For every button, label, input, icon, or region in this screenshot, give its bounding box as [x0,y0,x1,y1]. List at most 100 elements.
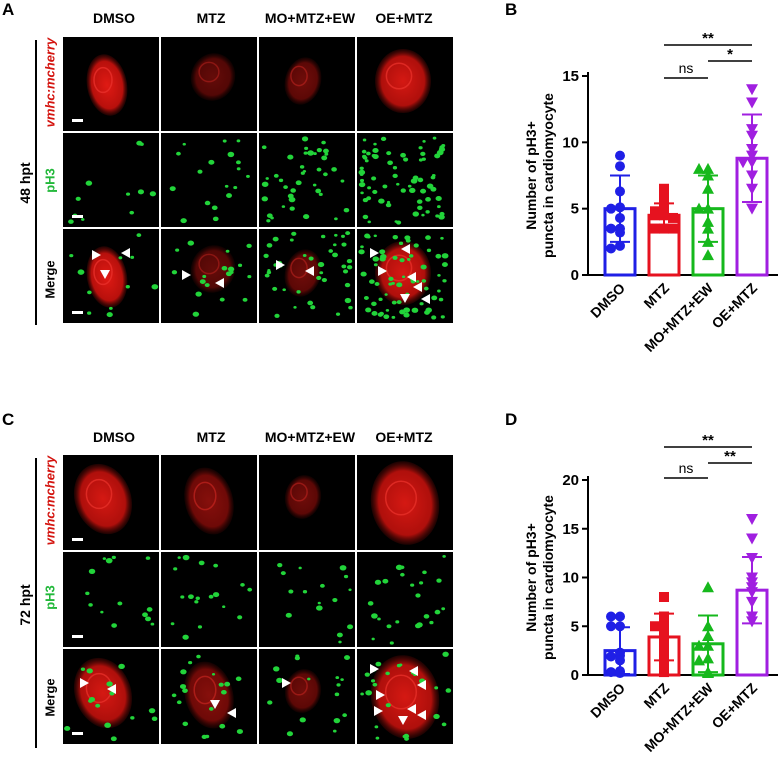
ph3-nucleus [403,312,410,318]
arrowhead-marker [121,248,130,258]
col-label-dmso-c: DMSO [93,429,135,445]
data-point [702,620,714,632]
ph3-nucleus [265,177,269,180]
data-point [702,667,714,679]
ph3-nucleus [324,152,329,156]
data-point [702,169,714,181]
y-tick-label: 15 [562,521,579,538]
ph3-nucleus [267,700,273,705]
ph3-nucleus [438,146,446,152]
panel-letter-c: C [2,410,15,429]
heart-signal [375,49,431,113]
ph3-nucleus [426,248,432,253]
ph3-nucleus [372,682,378,687]
ph3-nucleus [170,622,175,626]
ph3-nucleus [118,256,123,260]
data-point [693,162,705,174]
micrograph-merge-1 [161,649,257,744]
data-point [746,587,758,599]
data-point [615,150,625,161]
ph3-nucleus [398,241,404,246]
ph3-nucleus [342,269,349,274]
ph3-nucleus [340,678,344,682]
data-point [746,150,758,162]
ph3-nucleus [75,196,81,201]
ph3-nucleus [106,312,113,318]
micrograph-vmhc-0 [63,37,159,131]
ph3-nucleus [224,681,231,687]
ph3-nucleus [418,146,423,150]
ph3-nucleus [360,692,364,696]
heart-chamber [193,481,217,511]
ph3-nucleus [151,716,158,721]
arrowhead-marker [378,266,387,276]
ph3-nucleus [197,625,203,629]
heart-signal [284,669,322,713]
heart-signal [184,467,234,535]
data-point [702,162,714,174]
ph3-nucleus [379,249,386,255]
row-label-vmhc: vmhc:mcherry [42,37,58,128]
significance-label: ** [724,448,736,465]
data-point [659,203,669,214]
ph3-nucleus [441,607,446,611]
ph3-nucleus [362,197,369,203]
micrograph-vmhc-3 [357,37,453,131]
col-label-oe-mtz-c: OE+MTZ [375,429,433,445]
ph3-nucleus [396,282,403,288]
data-point [615,240,625,251]
ph3-nucleus [372,256,380,262]
ph3-nucleus [95,703,101,708]
ph3-nucleus [394,220,398,223]
x-tick-label: OE+MTZ [708,679,760,731]
ph3-nucleus [222,139,227,143]
ph3-nucleus [136,140,143,146]
data-point [606,611,616,622]
ph3-nucleus [291,231,297,236]
ph3-nucleus [332,729,337,733]
col-label-mtz-c: MTZ [196,429,226,445]
ph3-nucleus [105,557,113,564]
ph3-nucleus [199,279,206,284]
panel-letter-b: B [505,0,518,19]
ph3-nucleus [313,152,317,156]
ph3-nucleus [320,234,326,239]
arrowhead-marker [92,250,101,260]
ph3-nucleus [362,138,367,142]
ph3-nucleus [421,279,427,283]
ph3-nucleus [334,217,338,221]
heart-chamber [93,66,113,94]
ph3-nucleus [424,310,430,315]
ph3-nucleus [388,276,394,282]
data-point [746,84,758,96]
ph3-nucleus [445,688,452,693]
ph3-nucleus [219,297,225,302]
ph3-nucleus [359,166,364,171]
ph3-nucleus [195,291,202,297]
ph3-nucleus [266,270,272,275]
ph3-nucleus [316,275,322,281]
data-point [659,611,669,622]
heart-signal [73,657,133,729]
ph3-nucleus [419,581,424,585]
y-tick-label: 0 [571,267,579,284]
data-point [746,533,758,545]
ph3-nucleus [361,149,367,154]
ph3-nucleus [431,315,437,320]
ph3-nucleus [373,234,377,238]
ph3-nucleus [247,587,253,592]
ph3-nucleus [335,676,340,680]
data-point [702,630,714,641]
ph3-nucleus [434,686,439,690]
ph3-nucleus [396,182,400,186]
ph3-nucleus [225,249,230,253]
heart-signal [86,54,128,116]
ph3-nucleus [274,313,280,318]
scale-bar [72,215,83,218]
ph3-nucleus [410,583,415,587]
ph3-nucleus [303,214,310,220]
ph3-nucleus [307,677,311,681]
ph3-nucleus [321,140,326,145]
ph3-nucleus [371,311,378,316]
data-point [659,183,669,194]
